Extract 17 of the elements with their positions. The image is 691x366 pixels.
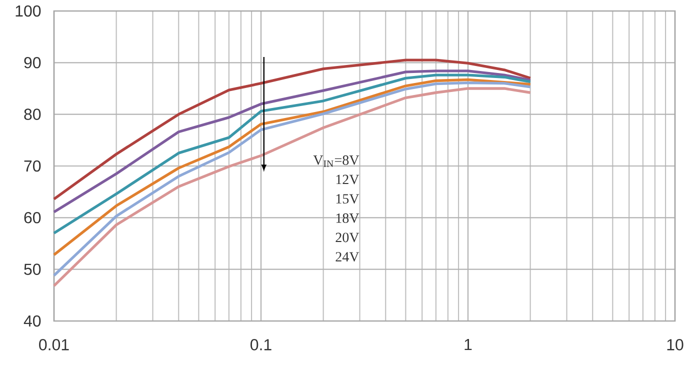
- y-tick-label: 90: [24, 57, 41, 68]
- annotation: V$_{IN}$=8V: [313, 155, 360, 167]
- x-tick-label: 1: [464, 339, 472, 350]
- annotation: 12V: [336, 174, 360, 184]
- y-tick-label: 60: [24, 212, 41, 224]
- y-tick-label: 100: [16, 5, 41, 17]
- x-tick-label: 0.01: [39, 339, 69, 350]
- annotation: 15V: [336, 194, 360, 204]
- x-tick-label: 10: [667, 339, 684, 350]
- y-tick-label: 40: [24, 315, 41, 327]
- y-tick-label: 70: [24, 160, 41, 172]
- y-tick-label: 50: [24, 264, 41, 275]
- x-tick-label: 0.1: [250, 339, 272, 350]
- annotation: 20V: [336, 232, 360, 242]
- annotation: 24V: [336, 252, 360, 262]
- annotation: 18V: [336, 213, 360, 223]
- y-tick-label: 80: [24, 108, 41, 120]
